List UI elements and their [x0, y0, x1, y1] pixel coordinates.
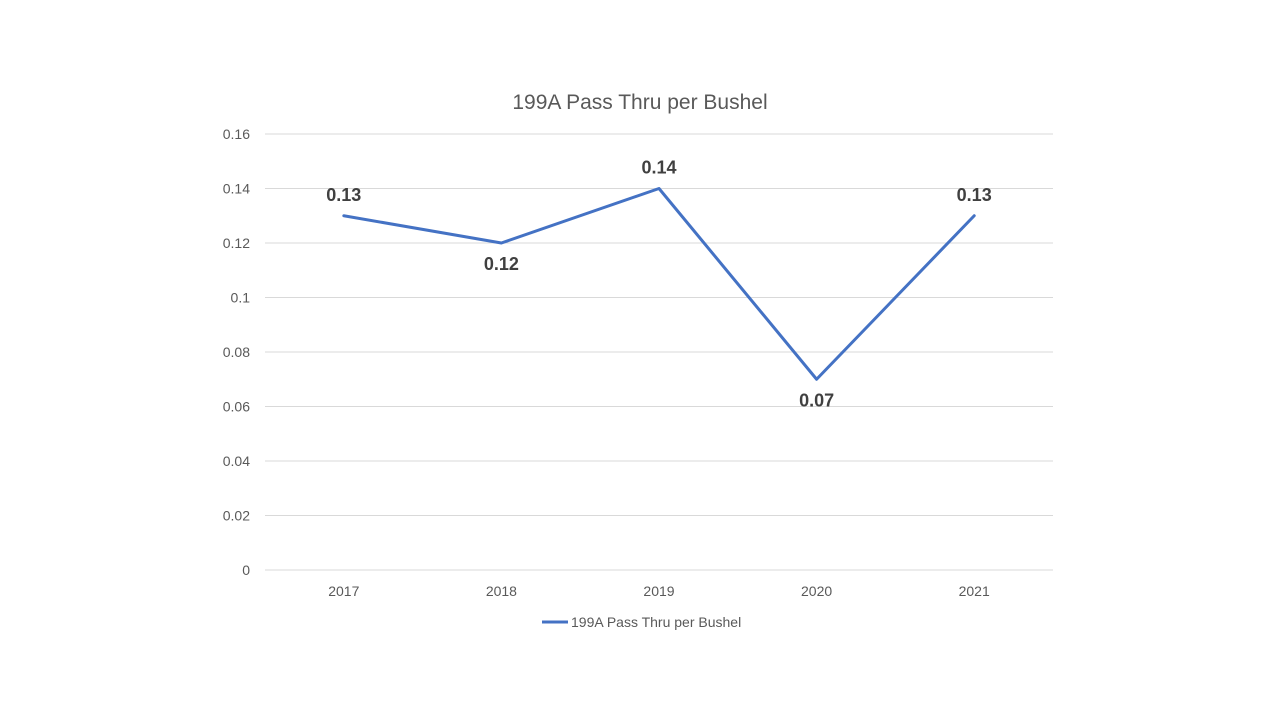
- x-tick-label: 2021: [959, 583, 990, 599]
- data-label: 0.13: [957, 185, 992, 205]
- y-tick-label: 0.06: [223, 399, 250, 415]
- y-axis-ticks: 0 0.02 0.04 0.06 0.08 0.1 0.12 0.14 0.16: [223, 126, 250, 578]
- data-label: 0.13: [326, 185, 361, 205]
- data-label: 0.14: [641, 158, 676, 178]
- legend: 199A Pass Thru per Bushel: [542, 614, 741, 630]
- series-line: [342, 187, 976, 381]
- x-axis-ticks: 2017 2018 2019 2020 2021: [328, 583, 990, 599]
- data-labels: 0.13 0.12 0.14 0.07 0.13: [326, 158, 991, 411]
- y-tick-label: 0.16: [223, 126, 250, 142]
- x-tick-label: 2018: [486, 583, 517, 599]
- series-line-group: [342, 187, 976, 381]
- y-tick-label: 0.04: [223, 453, 250, 469]
- data-label: 0.07: [799, 390, 834, 410]
- data-label: 0.12: [484, 254, 519, 274]
- x-tick-label: 2020: [801, 583, 832, 599]
- chart-title: 199A Pass Thru per Bushel: [512, 91, 767, 114]
- x-tick-label: 2019: [643, 583, 674, 599]
- legend-label: 199A Pass Thru per Bushel: [571, 614, 741, 630]
- y-tick-label: 0.14: [223, 181, 250, 197]
- y-tick-label: 0: [242, 562, 250, 578]
- y-tick-label: 0.1: [231, 290, 251, 306]
- y-tick-label: 0.02: [223, 508, 250, 524]
- y-tick-label: 0.12: [223, 235, 250, 251]
- gridlines: [265, 133, 1053, 571]
- x-tick-label: 2017: [328, 583, 359, 599]
- y-tick-label: 0.08: [223, 344, 250, 360]
